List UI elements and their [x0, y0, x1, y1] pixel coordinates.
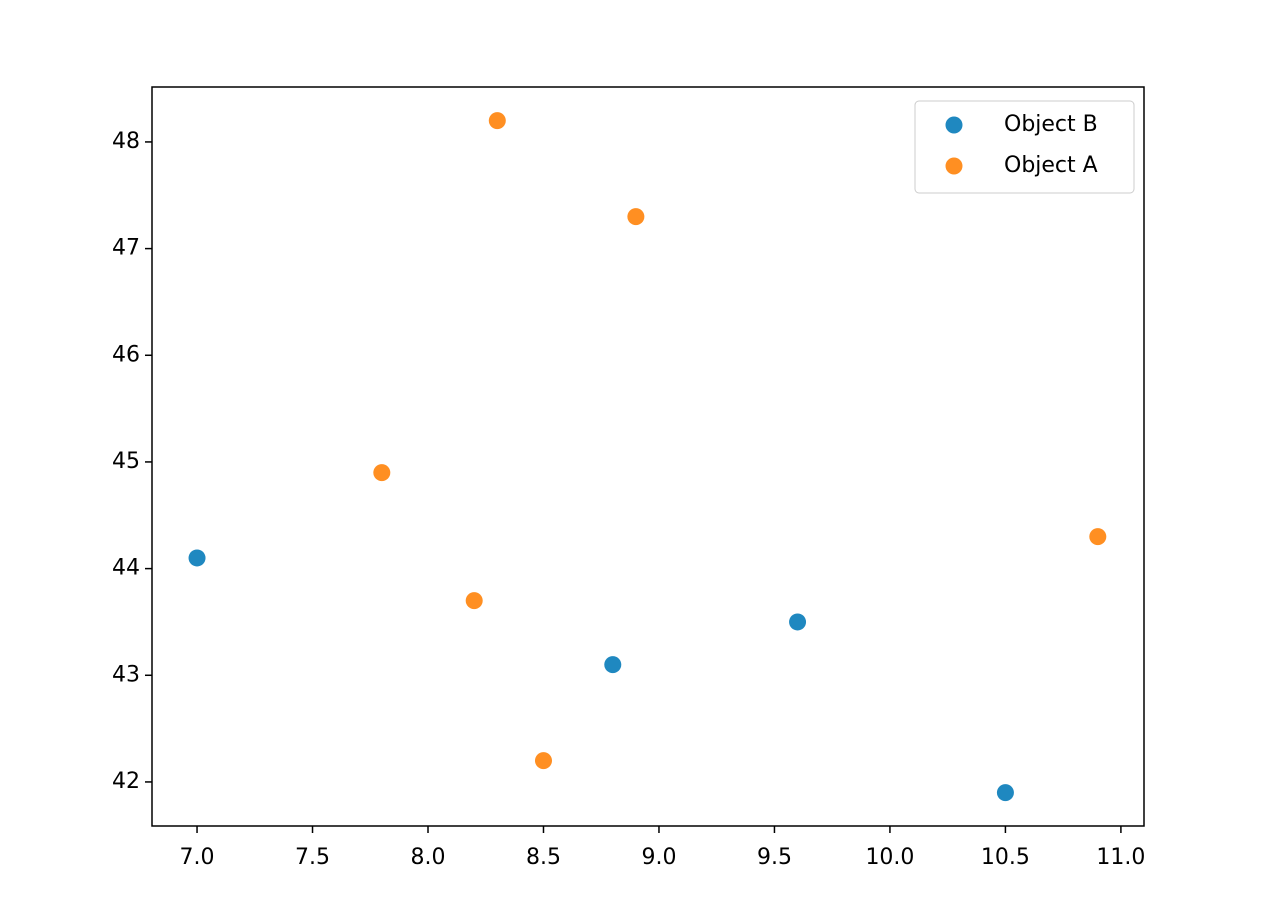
x-tick-label: 9.5 [757, 845, 792, 870]
y-tick-label: 42 [112, 769, 140, 794]
point [488, 112, 506, 130]
y-tick-label: 43 [112, 662, 140, 687]
legend-box [914, 100, 1135, 194]
x-tick-label: 9.0 [641, 845, 676, 870]
point [534, 752, 552, 770]
point [465, 592, 483, 610]
point [996, 784, 1014, 802]
point [188, 549, 206, 567]
x-tick-label: 10.0 [865, 845, 914, 870]
legend-label: Object A [1004, 153, 1098, 178]
y-tick-label: 46 [112, 342, 140, 367]
point [373, 464, 391, 482]
x-tick-label: 8.5 [526, 845, 561, 870]
x-tick-label: 7.5 [295, 845, 330, 870]
point [789, 613, 807, 631]
point [1089, 528, 1107, 546]
x-tick-label: 8.0 [411, 845, 446, 870]
legend-marker [945, 116, 963, 134]
plot-frame [151, 86, 1145, 827]
legend-label: Object B [1004, 112, 1098, 137]
x-tick-label: 10.5 [981, 845, 1030, 870]
point [627, 208, 645, 226]
legend-marker [945, 157, 963, 175]
y-tick-label: 45 [112, 449, 140, 474]
x-tick-label: 7.0 [180, 845, 215, 870]
x-tick-label: 11.0 [1096, 845, 1145, 870]
y-tick-label: 48 [112, 129, 140, 154]
point [604, 656, 622, 674]
y-tick-label: 47 [112, 236, 140, 261]
y-tick-label: 44 [112, 556, 140, 581]
